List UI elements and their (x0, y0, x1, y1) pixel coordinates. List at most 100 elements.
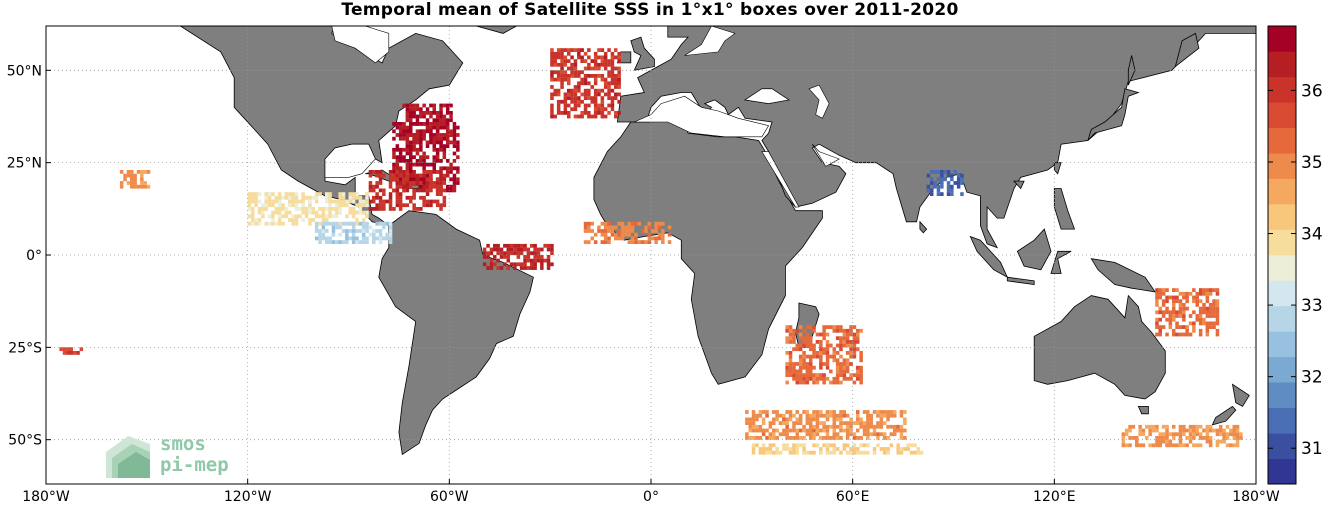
sss-cell-gulf-of-guinea (657, 221, 662, 226)
sss-cell-equatorial-west-atlantic (516, 251, 521, 256)
sss-cell-tasman-sea (1198, 436, 1203, 440)
sss-cell-caribbean-sea (419, 207, 423, 211)
sss-cell-east-pacific-warm-pool (267, 192, 272, 196)
sss-cell-southern-ocean-subantarctic (859, 450, 863, 455)
sss-cell-caribbean-sea (375, 181, 379, 185)
sss-cell-equatorial-west-atlantic (533, 266, 537, 270)
sss-cell-east-pacific-warm-pool (325, 207, 329, 211)
sss-cell-southern-ocean-atlantic-indian (839, 417, 843, 422)
sss-cell-southern-ocean-subantarctic (761, 447, 766, 451)
sss-cell-south-indian-ocean (849, 354, 853, 359)
sss-cell-tasman-sea (1222, 432, 1226, 437)
sss-cell-southern-ocean-atlantic-indian (815, 417, 820, 422)
sss-cell-caribbean-sea (442, 188, 447, 193)
sss-cell-southern-ocean-subantarctic (825, 450, 830, 455)
sss-cell-southern-ocean-subantarctic (909, 443, 914, 448)
sss-cell-coral-sea-sw-pacific (1208, 310, 1213, 315)
sss-cell-caribbean-sea (412, 181, 416, 185)
sss-cell-sargasso-subtropical-north-atlantic (456, 166, 460, 171)
sss-cell-caribbean-sea (425, 192, 430, 196)
sss-cell-southern-ocean-subantarctic (862, 450, 867, 455)
sss-cell-caribbean-sea (422, 203, 426, 208)
sss-cell-panama-bight (368, 225, 373, 230)
sss-cell-sargasso-subtropical-north-atlantic (446, 166, 450, 171)
sss-cell-south-indian-ocean (798, 336, 803, 341)
sss-cell-east-pacific-warm-pool (281, 207, 285, 211)
sss-cell-south-indian-ocean (819, 332, 823, 337)
sss-cell-sargasso-subtropical-north-atlantic (395, 159, 400, 163)
sss-cell-tasman-sea (1232, 432, 1236, 437)
sss-cell-east-pacific-warm-pool (281, 203, 285, 208)
sss-cell-gulf-of-guinea (603, 221, 608, 226)
sss-cell-gulf-of-guinea (661, 221, 665, 226)
sss-cell-southern-ocean-atlantic-indian (862, 410, 867, 414)
sss-cell-sargasso-subtropical-north-atlantic (452, 181, 457, 185)
sss-cell-panama-bight (338, 225, 342, 230)
sss-cell-bay-of-bengal (943, 177, 947, 182)
sss-cell-east-pacific-warm-pool (308, 210, 312, 215)
sss-cell-southern-ocean-atlantic-indian (866, 413, 870, 418)
sss-cell-northeast-atlantic (580, 99, 584, 104)
sss-cell-northeast-atlantic (587, 48, 591, 52)
sss-cell-northeast-atlantic (597, 62, 601, 67)
sss-cell-northeast-atlantic (577, 48, 581, 52)
sss-cell-south-indian-ocean (792, 340, 796, 344)
sss-cell-southern-ocean-atlantic-indian (745, 436, 749, 440)
sss-cell-tasman-sea (1232, 424, 1236, 429)
sss-cell-northeast-atlantic (563, 74, 568, 78)
sss-cell-gulf-stream (409, 111, 413, 115)
sss-cell-tasman-sea (1235, 424, 1240, 429)
sss-cell-sargasso-subtropical-north-atlantic (456, 133, 460, 137)
sss-cell-southern-ocean-atlantic-indian (829, 413, 833, 418)
sss-cell-panama-bight (365, 240, 369, 244)
sss-cell-northeast-atlantic (556, 92, 561, 97)
sss-cell-tasman-sea (1141, 428, 1146, 433)
sss-cell-east-pacific-warm-pool (358, 195, 363, 200)
sss-cell-northeast-atlantic (573, 88, 578, 93)
sss-cell-coral-sea-sw-pacific (1155, 299, 1159, 304)
sss-cell-southern-ocean-atlantic-indian (845, 413, 850, 418)
sss-cell-south-indian-ocean (792, 332, 796, 337)
sss-cell-northeast-atlantic (590, 96, 594, 100)
sss-cell-northeast-atlantic (583, 103, 588, 108)
sss-cell-south-indian-ocean (792, 365, 796, 370)
sss-cell-equatorial-west-atlantic (506, 258, 510, 263)
sss-cell-south-indian-ocean (792, 373, 796, 377)
sss-cell-east-pacific-warm-pool (348, 192, 352, 196)
sss-cell-south-indian-ocean (812, 343, 816, 348)
sss-cell-tasman-sea (1195, 443, 1199, 448)
sss-cell-tasman-sea (1131, 436, 1136, 440)
sss-cell-sargasso-subtropical-north-atlantic (449, 170, 453, 174)
sea-hudson-bay (331, 26, 390, 64)
sss-cell-sargasso-subtropical-north-atlantic (439, 147, 443, 152)
sss-cell-northeast-atlantic (610, 96, 615, 100)
sss-cell-hawaii-region (130, 173, 134, 178)
sss-cell-tasman-sea (1219, 432, 1223, 437)
sss-cell-tasman-sea (1148, 424, 1152, 429)
sss-cell-southern-ocean-atlantic-indian (782, 432, 786, 437)
sss-cell-southern-ocean-atlantic-indian (825, 417, 830, 422)
sss-cell-southern-ocean-atlantic-indian (795, 417, 799, 422)
sss-cell-gulf-stream (405, 107, 410, 112)
sss-cell-northeast-atlantic (610, 77, 615, 82)
sss-cell-bay-of-bengal (956, 177, 961, 182)
sss-cell-hawaii-region (143, 184, 147, 189)
sss-cell-east-pacific-warm-pool (341, 203, 346, 208)
sss-cell-gulf-stream (432, 136, 436, 141)
sss-cell-northeast-atlantic (597, 48, 601, 52)
sss-cell-tasman-sea (1165, 443, 1169, 448)
sss-cell-southern-ocean-atlantic-indian (849, 428, 853, 433)
sss-cell-northeast-atlantic (556, 107, 561, 112)
sss-cell-southern-ocean-atlantic-indian (778, 432, 783, 437)
sss-cell-east-pacific-warm-pool (247, 203, 252, 208)
sss-cell-southern-ocean-atlantic-indian (845, 432, 850, 437)
sss-cell-sargasso-subtropical-north-atlantic (432, 147, 436, 152)
sss-cell-tasman-sea (1185, 428, 1189, 433)
sss-cell-east-pacific-warm-pool (274, 221, 279, 226)
sss-cell-south-indian-ocean (839, 373, 843, 377)
sss-cell-hawaii-region (146, 184, 151, 189)
sss-cell-south-indian-ocean (839, 347, 843, 352)
sss-cell-equatorial-west-atlantic (513, 251, 517, 256)
sss-cell-sargasso-subtropical-north-atlantic (419, 144, 423, 148)
sss-cell-southern-ocean-atlantic-indian (886, 436, 890, 440)
